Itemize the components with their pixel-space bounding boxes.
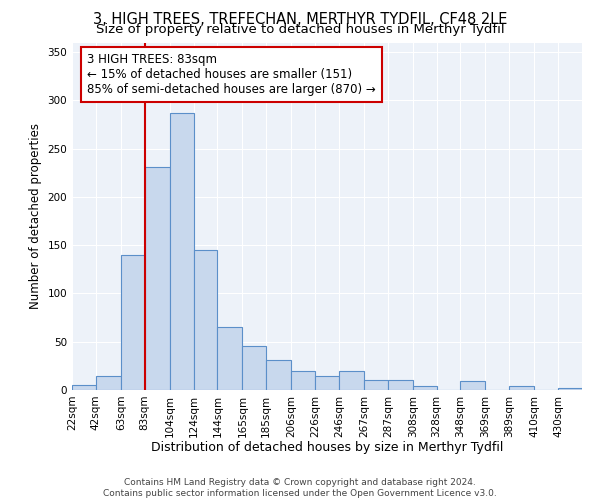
Text: Size of property relative to detached houses in Merthyr Tydfil: Size of property relative to detached ho…: [95, 22, 505, 36]
Bar: [170, 113, 194, 390]
Bar: [72, 385, 96, 390]
Bar: [242, 346, 266, 390]
Bar: [413, 386, 437, 390]
Bar: [291, 370, 315, 390]
Bar: [558, 388, 582, 390]
Bar: [145, 167, 170, 390]
Bar: [315, 376, 339, 390]
X-axis label: Distribution of detached houses by size in Merthyr Tydfil: Distribution of detached houses by size …: [151, 441, 503, 454]
Bar: [121, 255, 145, 390]
Bar: [96, 376, 121, 390]
Bar: [339, 370, 364, 390]
Bar: [460, 382, 485, 390]
Bar: [217, 328, 242, 390]
Y-axis label: Number of detached properties: Number of detached properties: [29, 123, 42, 309]
Bar: [194, 250, 217, 390]
Bar: [388, 380, 413, 390]
Text: 3, HIGH TREES, TREFECHAN, MERTHYR TYDFIL, CF48 2LE: 3, HIGH TREES, TREFECHAN, MERTHYR TYDFIL…: [93, 12, 507, 28]
Text: 3 HIGH TREES: 83sqm
← 15% of detached houses are smaller (151)
85% of semi-detac: 3 HIGH TREES: 83sqm ← 15% of detached ho…: [88, 53, 376, 96]
Text: Contains HM Land Registry data © Crown copyright and database right 2024.
Contai: Contains HM Land Registry data © Crown c…: [103, 478, 497, 498]
Bar: [509, 386, 535, 390]
Bar: [364, 380, 388, 390]
Bar: [266, 360, 291, 390]
